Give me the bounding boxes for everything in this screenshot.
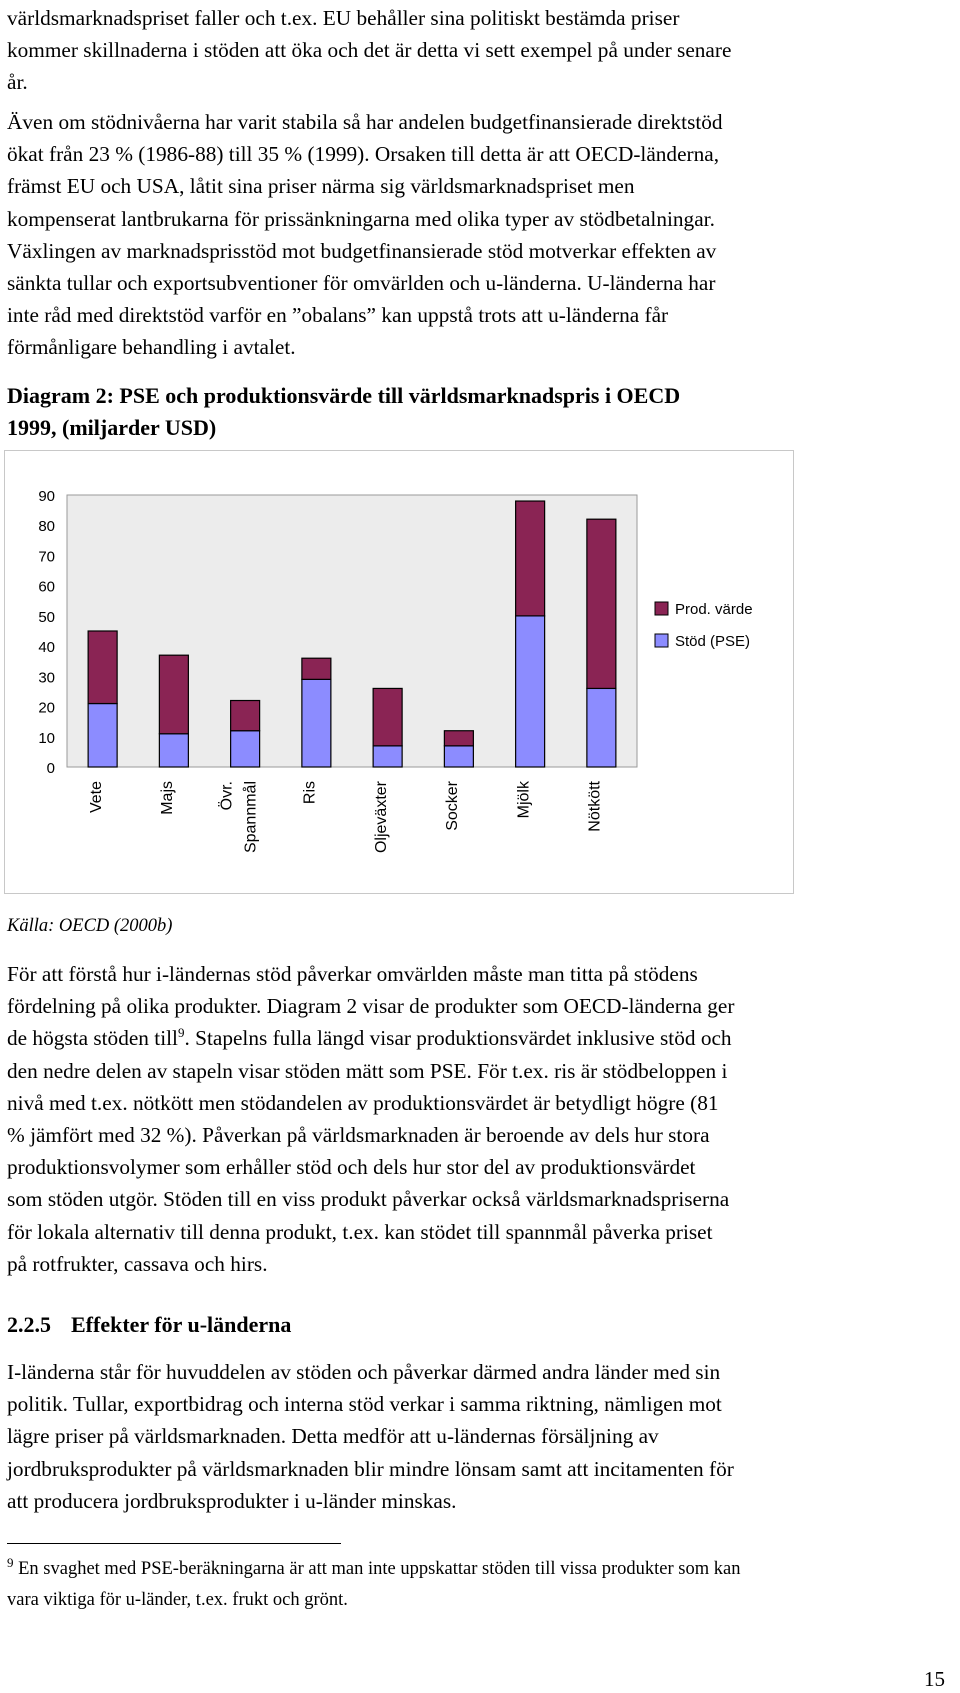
text-line: kommer skillnaderna i stöden att öka och… <box>7 38 732 63</box>
footnote-line: 9 En svaghet med PSE-beräkningarna är at… <box>7 1554 947 1585</box>
bar-segment <box>372 687 403 747</box>
intro-paragraph: världsmarknadspriset faller och t.ex. EU… <box>7 2 731 99</box>
text-line: ökat från 23 % (1986-88) till 35 % (1999… <box>7 142 720 167</box>
legend-label: Prod. värde <box>675 601 753 618</box>
page-number: 15 <box>924 1667 945 1691</box>
section-heading: 2.2.5 Effekter för u-länderna <box>7 1309 291 1341</box>
text-line: den nedre delen av stapeln visar stöden … <box>7 1058 728 1083</box>
paragraph-2: För att förstå hur i-ländernas stöd påve… <box>7 958 955 1280</box>
legend-swatch <box>654 633 669 648</box>
text-line: världsmarknadspriset faller och t.ex. EU… <box>7 6 680 30</box>
x-category-label: Oljeväxter <box>373 780 390 853</box>
bar-segment <box>158 654 189 735</box>
bar-segment <box>515 500 546 617</box>
bar-segment <box>586 687 617 768</box>
footnote: 9 En svaghet med PSE-beräkningarna är at… <box>7 1554 947 1616</box>
text-line: på rotfrukter, cassava och hirs. <box>7 1251 268 1276</box>
text-line: I-länderna står för huvuddelen av stöden… <box>7 1360 721 1384</box>
text-line: att producera jordbruksprodukter i u-län… <box>7 1488 457 1513</box>
y-tick-label: 90 <box>38 488 55 505</box>
x-category-label: Majs <box>159 781 176 815</box>
bar-segment <box>443 730 474 747</box>
text-line: som stöden utgör. Stöden till en viss pr… <box>7 1187 730 1212</box>
text-line: För att förstå hur i-ländernas stöd påve… <box>7 962 698 986</box>
bar-segment <box>443 745 474 768</box>
x-category-label: Socker <box>444 780 461 830</box>
text-line: jordbruksprodukter på världsmarknaden bl… <box>7 1456 734 1481</box>
text-line: nivå med t.ex. nötkött men stödandelen a… <box>7 1090 719 1115</box>
diagram-caption: Diagram 2: PSE och produktionsvärde till… <box>7 380 680 444</box>
text-line: politik. Tullar, exportbidrag och intern… <box>7 1392 722 1417</box>
footnote-divider <box>7 1543 341 1544</box>
y-tick-label: 40 <box>38 639 55 656</box>
caption-line: Diagram 2: PSE och produktionsvärde till… <box>7 383 681 408</box>
text-segment: de högsta stöden till <box>7 1026 178 1051</box>
plot-area <box>66 494 638 768</box>
text-line: produktionsvolymer som erhåller stöd och… <box>7 1155 696 1180</box>
stacked-bar-chart: 90 80 70 60 50 40 30 20 10 0 Vete Majs Övr. Spannmål R… <box>4 450 794 894</box>
section-title: Effekter för u-länderna <box>71 1312 292 1337</box>
text-line: de högsta stöden till9. Stapelns fulla l… <box>7 1022 955 1054</box>
footnote-reference[interactable]: 9 <box>177 1025 185 1041</box>
x-category-label: Vete <box>88 781 105 813</box>
x-category-label: Spannmål <box>241 781 259 853</box>
text-segment: . Stapelns fulla längd visar produktions… <box>184 1026 732 1051</box>
bar-segment <box>87 630 118 705</box>
x-category-label: Ris <box>302 781 319 804</box>
y-tick-label: 30 <box>38 669 55 686</box>
footnote-line: vara viktiga för u-länder, t.ex. frukt o… <box>7 1590 348 1610</box>
caption-line: 1999, (miljarder USD) <box>7 415 217 440</box>
y-tick-label: 70 <box>38 548 55 565</box>
paragraph-1: Även om stödnivåerna har varit stabila s… <box>7 106 723 364</box>
chart-canvas: 90 80 70 60 50 40 30 20 10 0 Vete Majs Övr. Spannmål R… <box>38 488 753 853</box>
bar-segment <box>87 702 118 768</box>
text-line: % jämfört med 32 %). Påverkan på världsm… <box>7 1123 710 1148</box>
legend-label: Stöd (PSE) <box>675 633 750 650</box>
bar-segment <box>372 745 403 768</box>
y-tick-label: 60 <box>38 579 55 596</box>
paragraph-3: I-länderna står för huvuddelen av stöden… <box>7 1356 955 1517</box>
text-line: år. <box>7 70 28 95</box>
bar-segment <box>515 615 546 768</box>
bar-segment <box>158 733 189 768</box>
x-category-label: Övr. <box>217 781 235 810</box>
y-tick-label: 80 <box>38 518 55 535</box>
y-tick-label: 20 <box>38 700 55 717</box>
text-line: lägre priser på världsmarknaden. Detta m… <box>7 1424 659 1449</box>
y-tick-label: 10 <box>38 730 55 747</box>
text-line: Växlingen av marknadsprisstöd mot budget… <box>7 238 717 263</box>
y-tick-label: 0 <box>47 760 55 777</box>
chart-source: Källa: OECD (2000b) <box>7 916 173 936</box>
text-line: Även om stödnivåerna har varit stabila s… <box>7 110 723 134</box>
section-number: 2.2.5 <box>7 1312 51 1337</box>
text-line: inte råd med direktstöd varför en ”obala… <box>7 303 669 328</box>
bar-segment <box>230 730 261 768</box>
y-tick-label: 50 <box>38 609 55 626</box>
footnote-text: En svaghet med PSE-beräkningarna är att … <box>18 1559 741 1579</box>
text-line: förmånligare behandling i avtalet. <box>7 335 296 360</box>
footnote-marker: 9 <box>7 1554 14 1570</box>
legend-swatch <box>654 601 669 616</box>
text-line: kompenserat lantbrukarna för prissänknin… <box>7 206 715 231</box>
text-line: främst EU och USA, låtit sina priser när… <box>7 174 635 199</box>
x-category-label: Nötkött <box>587 780 604 831</box>
x-category-label: Mjölk <box>515 780 532 818</box>
text-line: sänkta tullar och exportsubventioner för… <box>7 271 716 296</box>
bar-segment <box>230 699 261 732</box>
bar-segment <box>301 657 332 680</box>
bar-segment <box>301 678 332 768</box>
text-line: fördelning på olika produkter. Diagram 2… <box>7 994 735 1019</box>
bar-segment <box>586 518 617 690</box>
text-line: för lokala alternativ till denna produkt… <box>7 1219 713 1244</box>
